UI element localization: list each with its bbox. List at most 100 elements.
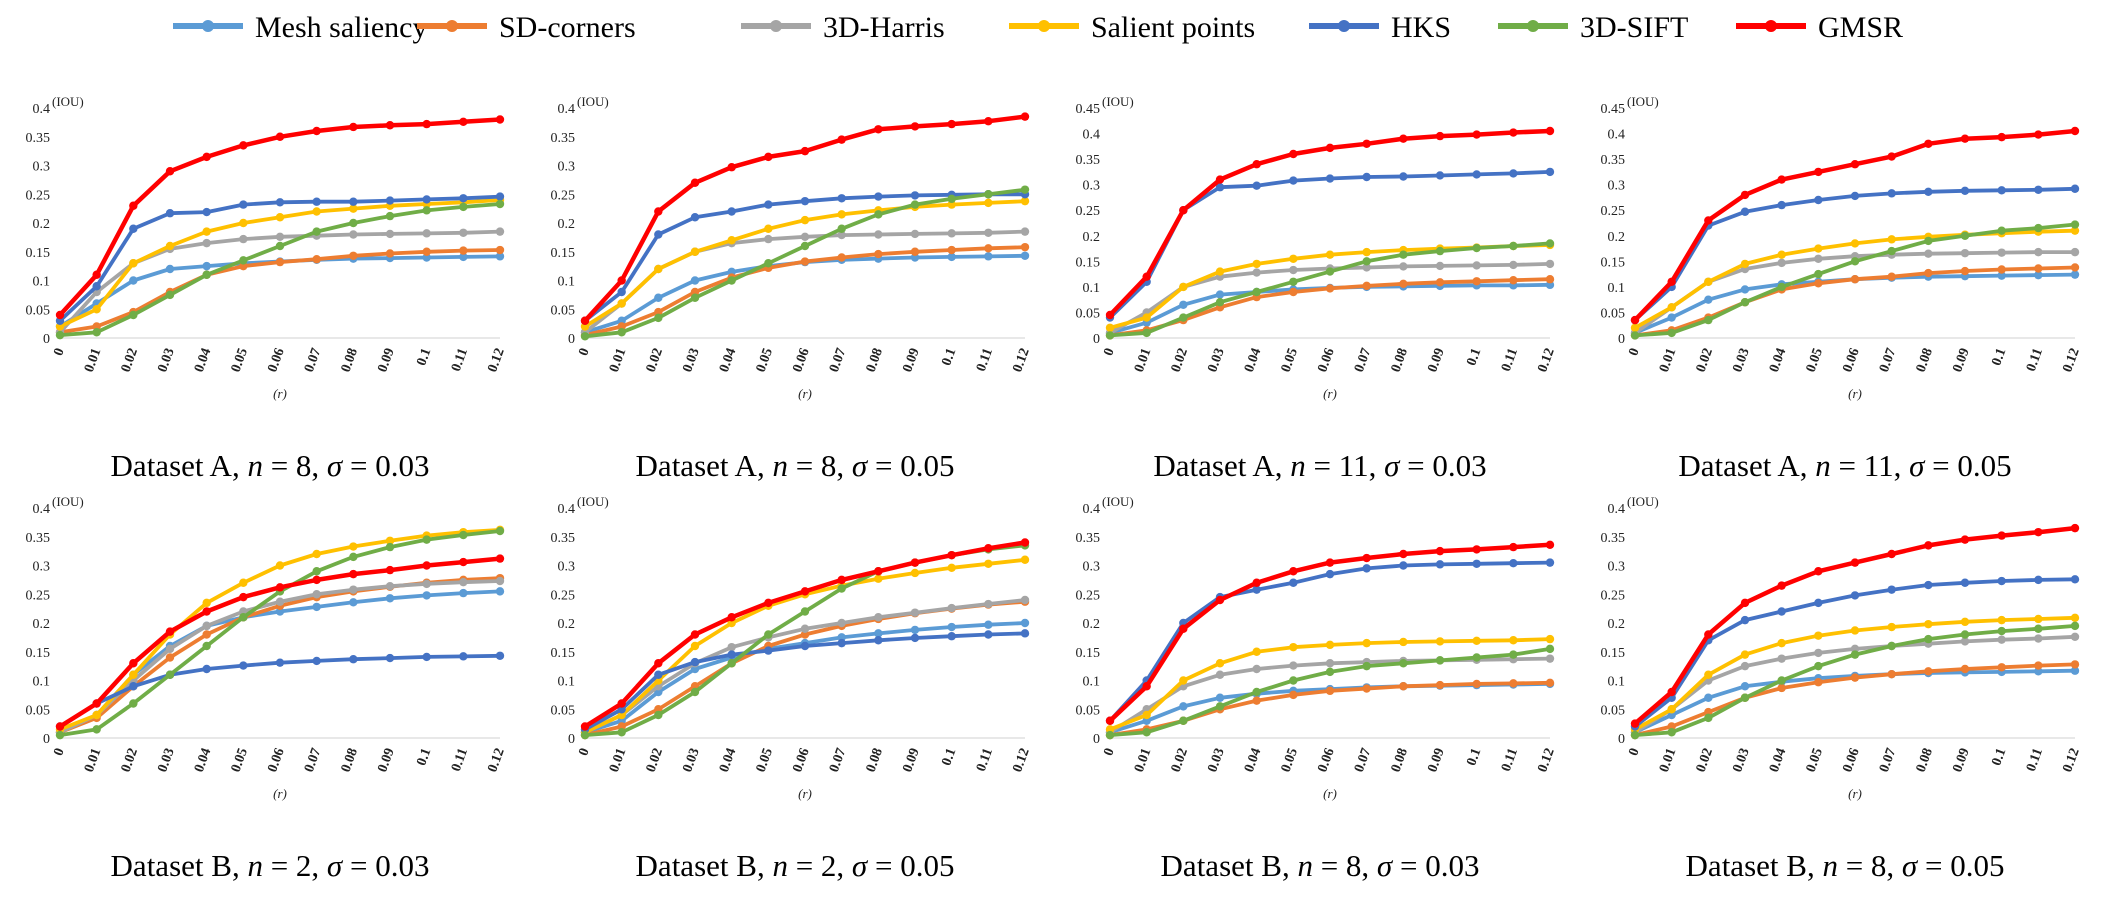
x-tick-label: 0.12	[1535, 346, 1557, 374]
data-point	[275, 232, 285, 241]
chart-plot: 00.050.10.150.20.250.30.350.40.45(IOU)0 0…	[1601, 94, 2083, 401]
data-point	[2070, 220, 2080, 229]
y-tick-label: 0.35	[1601, 531, 1626, 546]
data-point	[495, 115, 505, 124]
data-point	[1924, 139, 1933, 148]
data-point	[727, 659, 736, 668]
x-tick-label: 0.03	[155, 346, 177, 374]
data-point	[1399, 637, 1408, 647]
y-tick-label: 0.3	[1608, 560, 1626, 575]
y-tick-label: 0.4	[1608, 502, 1626, 517]
data-point	[947, 603, 956, 613]
data-point	[165, 290, 175, 300]
data-point	[1509, 276, 1518, 285]
data-point	[1435, 131, 1445, 141]
y-tick-label: 0.3	[33, 160, 51, 175]
data-point	[874, 125, 883, 134]
series-line	[1633, 128, 2076, 322]
data-point	[1850, 275, 1860, 284]
data-point	[727, 236, 736, 245]
data-point	[874, 249, 883, 259]
data-point	[764, 224, 773, 233]
data-point	[1142, 728, 1151, 737]
series-salient-points	[1630, 613, 2080, 734]
x-tick-label: 0.09	[1950, 346, 1972, 374]
data-point	[1289, 661, 1298, 670]
y-axis-label: (IOU)	[52, 494, 84, 509]
y-tick-label: 0.35	[1601, 153, 1626, 168]
data-point	[1667, 328, 1676, 338]
data-point	[349, 552, 358, 562]
data-point	[165, 264, 175, 274]
data-point	[1325, 558, 1335, 567]
data-point	[837, 618, 846, 628]
chart-panel-b-n2-s005: 0 0.05 0.1 0.15 0.2 0.25 0.3 0.35 0.4 (IOU) 0 0.01 0…	[535, 494, 1055, 901]
series-salient-points	[580, 196, 1030, 331]
data-point	[385, 653, 395, 663]
y-tick-label: 0.4	[1083, 502, 1101, 517]
data-point	[1704, 670, 1713, 679]
data-point	[654, 264, 663, 274]
data-point	[764, 234, 773, 244]
data-point	[1362, 263, 1371, 272]
data-point	[947, 622, 956, 632]
data-point	[2070, 632, 2080, 641]
data-point	[617, 722, 626, 731]
data-point	[654, 307, 663, 317]
data-point	[1142, 272, 1151, 281]
x-tick-label: 0.02	[119, 346, 141, 374]
data-point	[1850, 644, 1860, 654]
data-point	[459, 194, 468, 203]
x-tick-label: 0.03	[1205, 746, 1227, 774]
data-point	[1777, 607, 1786, 616]
data-point	[1814, 661, 1823, 671]
data-point	[1667, 687, 1676, 697]
data-point	[1777, 581, 1786, 590]
y-tick-label: 0.05	[1601, 306, 1626, 321]
x-tick-label: 0.01	[82, 746, 104, 774]
data-point	[2070, 270, 2080, 279]
data-point	[654, 230, 663, 239]
x-tick-label: 0.07	[1352, 346, 1374, 374]
data-point	[1740, 259, 1750, 269]
data-point	[837, 230, 846, 240]
series-gmsr	[1630, 126, 2080, 325]
data-point	[837, 584, 846, 593]
x-tick-label: 0.02	[1694, 346, 1716, 374]
data-point	[1289, 676, 1298, 685]
data-point	[727, 642, 736, 652]
data-point	[1545, 126, 1555, 136]
data-point	[1020, 595, 1030, 605]
data-point	[1399, 172, 1408, 181]
data-point	[55, 730, 65, 740]
data-point	[1924, 667, 1933, 676]
data-point	[984, 244, 993, 253]
x-tick-label: 0.11	[449, 746, 471, 773]
data-point	[764, 598, 773, 608]
data-point	[580, 316, 590, 325]
data-point	[1435, 560, 1445, 569]
data-point	[385, 565, 395, 575]
y-axis: 0 0.05 0.1 0.15 0.2 0.25 0.3 0.35 0.4(IOU)	[1601, 494, 1659, 747]
data-point	[1850, 591, 1860, 600]
data-point	[55, 316, 65, 325]
data-point	[55, 322, 65, 331]
chart-plot: 00.050.10.150.20.250.30.350.4(IOU)0 0.01 0…	[1601, 494, 2083, 801]
y-tick-label: 0.1	[1608, 675, 1626, 690]
chart-panel-b-n2-s003: 0 0.05 0.1 0.15 0.2 0.25 0.3 0.35 0.4 (IOU) 0 0.01 0…	[10, 494, 530, 901]
legend-label: Mesh saliency	[255, 11, 427, 44]
data-point	[800, 146, 810, 156]
data-point	[1289, 642, 1298, 652]
data-point	[1997, 265, 2006, 274]
data-point	[580, 332, 590, 341]
data-point	[1215, 670, 1225, 679]
x-tick-label: 0.08	[864, 746, 886, 774]
data-point	[129, 276, 138, 285]
data-point	[1289, 254, 1298, 263]
data-point	[727, 267, 736, 277]
data-point	[349, 251, 358, 260]
data-point	[349, 230, 358, 239]
data-point	[1850, 160, 1860, 169]
y-axis: 0 0.05 0.1 0.15 0.2 0.25 0.3 0.35 0.4(IOU)	[26, 94, 84, 347]
data-point	[2034, 634, 2043, 643]
